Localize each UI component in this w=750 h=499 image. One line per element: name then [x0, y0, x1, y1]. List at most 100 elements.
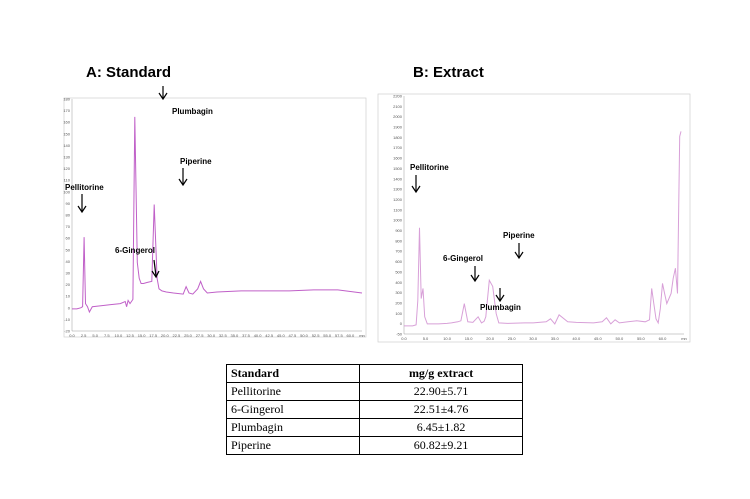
y-tick-label-b: 1300: [393, 187, 403, 192]
panel-a-title: A: Standard: [86, 64, 172, 81]
y-tick-label-a: 40: [66, 259, 71, 264]
x-tick-label-b: 50.0: [616, 336, 625, 341]
y-tick-label-a: 120: [63, 166, 70, 171]
y-tick-label-b: 2000: [393, 114, 403, 119]
arrow-plumbagin-a: [158, 86, 168, 101]
y-tick-label-b: 600: [395, 259, 402, 264]
x-tick-label-b: 20.0: [486, 336, 495, 341]
y-tick-label-a: -20: [64, 329, 71, 334]
y-tick-label-a: 110: [64, 178, 71, 183]
x-tick-label-a: 37.5: [242, 333, 251, 338]
x-tick-label-b: 25.0: [508, 336, 517, 341]
x-tick-label-b: 40.0: [572, 336, 581, 341]
x-tick-label-a: mn: [359, 333, 365, 338]
panel-a-trace: [72, 116, 363, 314]
x-tick-label-a: 20.0: [161, 333, 170, 338]
y-tick-label-b: 1900: [393, 125, 403, 130]
table-header-row: Standard mg/g extract: [225, 364, 523, 383]
x-tick-label-b: 60.0: [659, 336, 668, 341]
arrow-piperine-b: [514, 243, 524, 260]
x-tick-label-b: 0.0: [401, 336, 407, 341]
y-tick-label-a: 140: [63, 143, 70, 148]
y-tick-label-a: 160: [63, 120, 70, 125]
y-tick-label-b: 900: [395, 228, 402, 233]
x-tick-label-a: 60.0: [347, 333, 356, 338]
y-tick-label-b: 1500: [393, 166, 403, 171]
x-tick-label-a: 25.0: [184, 333, 193, 338]
y-tick-label-b: 2100: [393, 104, 403, 109]
x-tick-label-b: 35.0: [551, 336, 560, 341]
panel-b-title: B: Extract: [413, 64, 484, 81]
y-tick-label-b: 1700: [393, 145, 403, 150]
x-tick-label-a: 5.0: [92, 333, 98, 338]
x-tick-label-a: 40.0: [254, 333, 263, 338]
y-tick-label-a: 70: [66, 224, 71, 229]
x-tick-label-a: 45.0: [277, 333, 286, 338]
table-cell: 60.82±9.21: [359, 436, 523, 455]
y-tick-label-a: 60: [66, 236, 71, 241]
x-tick-label-a: 47.5: [289, 333, 298, 338]
y-tick-label-b: 700: [395, 249, 402, 254]
y-tick-label-b: 500: [395, 269, 402, 274]
y-tick-label-a: 180: [63, 97, 70, 102]
y-tick-label-b: 800: [395, 238, 402, 243]
y-tick-label-b: 2200: [393, 94, 403, 99]
x-tick-label-a: 27.5: [196, 333, 205, 338]
arrow-piperine-a: [178, 168, 188, 187]
x-tick-label-a: 50.0: [300, 333, 309, 338]
x-tick-label-a: 57.5: [335, 333, 344, 338]
peak-label-pellitorine-b: Pellitorine: [410, 163, 449, 172]
table-cell: 6-Gingerol: [225, 400, 361, 419]
x-tick-label-a: 35.0: [231, 333, 240, 338]
table-cell: 22.51±4.76: [359, 400, 523, 419]
x-tick-label-a: 52.5: [312, 333, 321, 338]
y-tick-label-b: 1800: [393, 135, 403, 140]
table-cell: Piperine: [225, 436, 361, 455]
peak-label-plumbagin-b: Plumbagin: [480, 303, 521, 312]
panel-b-trace: [404, 131, 682, 327]
table-cell: 22.90±5.71: [359, 382, 523, 401]
y-tick-label-a: 100: [63, 189, 70, 194]
panel-a-frame: [63, 97, 367, 338]
x-tick-label-a: 55.0: [323, 333, 332, 338]
table-row: Plumbagin 6.45±1.82: [225, 418, 523, 437]
y-tick-label-b: 100: [395, 311, 402, 316]
y-tick-label-b: 0: [400, 321, 403, 326]
x-tick-label-b: 10.0: [443, 336, 452, 341]
table-row: Piperine 60.82±9.21: [225, 436, 523, 455]
y-tick-label-a: 30: [66, 271, 71, 276]
x-tick-label-a: 30.0: [207, 333, 216, 338]
panel-b-frame: [377, 93, 691, 343]
results-table: Standard mg/g extract Pellitorine 22.90±…: [225, 364, 523, 455]
x-tick-label-a: 0.0: [69, 333, 75, 338]
arrow-plumbagin-b: [495, 288, 505, 303]
y-tick-label-b: 1600: [393, 156, 403, 161]
table-cell: 6.45±1.82: [359, 418, 523, 437]
y-tick-label-a: 90: [66, 201, 71, 206]
y-tick-label-a: 80: [66, 213, 71, 218]
table-row: Pellitorine 22.90±5.71: [225, 382, 523, 401]
x-tick-label-a: 17.5: [149, 333, 158, 338]
peak-label-pellitorine-a: Pellitorine: [65, 183, 104, 192]
peak-label-6-gingerol-b: 6-Gingerol: [443, 254, 483, 263]
peak-label-piperine-a: Piperine: [180, 157, 212, 166]
y-tick-label-b: 400: [395, 280, 402, 285]
x-tick-label-b: 45.0: [594, 336, 603, 341]
arrow-6-gingerol-b: [470, 266, 480, 283]
x-tick-label-a: 2.5: [81, 333, 87, 338]
table-header-cell: Standard: [225, 364, 361, 383]
x-tick-label-a: 42.5: [265, 333, 274, 338]
y-tick-label-b: 200: [395, 301, 402, 306]
x-tick-label-a: 32.5: [219, 333, 228, 338]
y-tick-label-a: 50: [66, 247, 71, 252]
arrow-pellitorine-b: [411, 175, 421, 194]
x-tick-label-a: 12.5: [126, 333, 135, 338]
arrow-pellitorine-a: [77, 194, 87, 214]
x-tick-label-b: mn: [681, 336, 687, 341]
y-tick-label-a: 150: [63, 131, 70, 136]
x-tick-label-a: 7.5: [104, 333, 110, 338]
y-tick-label-b: 1400: [393, 176, 403, 181]
peak-label-6-gingerol-a: 6-Gingerol: [115, 246, 155, 255]
x-tick-label-b: 15.0: [465, 336, 474, 341]
